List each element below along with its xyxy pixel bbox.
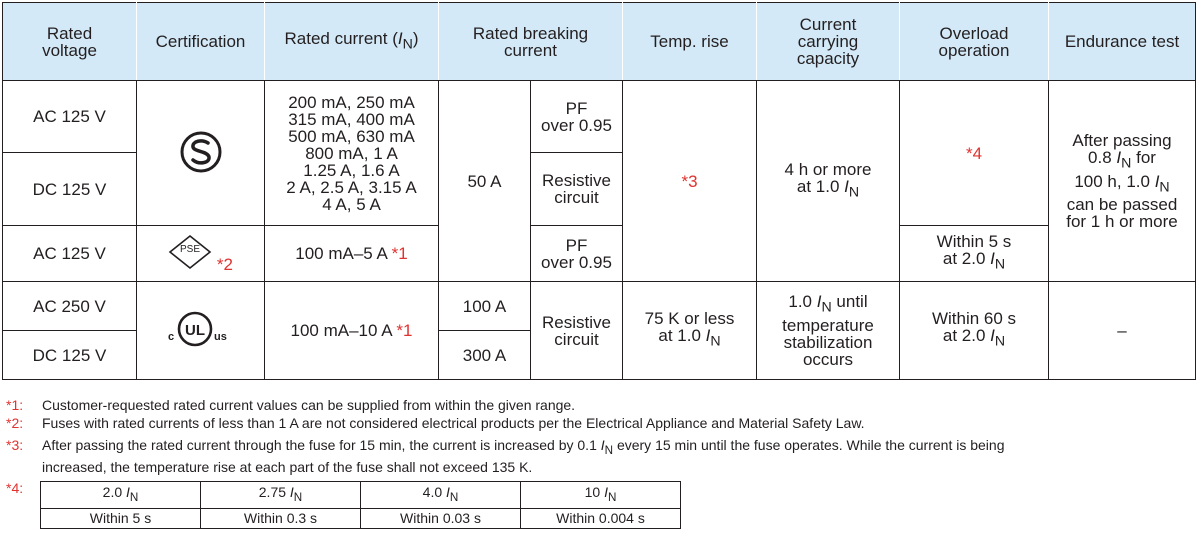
footnote-1: *1: Customer-requested rated current valu… [6,397,576,413]
c-ul-us-icon: c UL us [162,309,240,349]
multiplier-cell: 10 IN [520,481,681,509]
ref-2: *2 [216,255,233,274]
rated-current-list-cell: 200 mA, 250 mA 315 mA, 400 mA 500 mA, 63… [264,80,439,226]
carrying-capacity-ul-cell: 1.0 IN until temperature stabilization o… [756,281,900,380]
endurance-cell: After passing 0.8 IN for 100 h, 1.0 IN c… [1048,80,1196,282]
overload-ref-cell: *4 [899,80,1049,226]
breaking-current-50a-cell: 50 A [438,80,531,282]
header-endurance-test: Endurance test [1048,2,1196,81]
breaking-current-100a-cell: 100 A [438,281,531,331]
voltage-cell: AC 250 V [2,281,137,331]
voltage-cell: AC 125 V [2,225,137,282]
header-rated-voltage: Rated voltage [2,2,137,81]
table-row: DC 125 V 300 A [2,330,1196,380]
ref-1: *1 [396,321,413,340]
ref-3: *3 [681,171,698,191]
voltage-cell: AC 125 V [2,80,137,153]
s-mark-icon [178,129,224,175]
table-row: DC 125 V Resistive circuit [2,152,1196,226]
overload-ul-cell: Within 60 s at 2.0 IN [899,281,1049,380]
ref-4: *4 [965,143,983,163]
voltage-cell: DC 125 V [2,330,137,380]
svg-text:us: us [214,331,227,343]
temp-rise-ref-cell: *3 [622,80,757,282]
time-cell: Within 0.3 s [200,507,361,530]
overload-time-table: 2.0 IN 2.75 IN 4.0 IN 10 IN Within 5 s W… [40,481,681,530]
carrying-capacity-cell: 4 h or more at 1.0 IN [756,80,900,282]
pse-diamond-icon: PSE [168,234,212,270]
pf-cell: PF over 0.95 [530,80,623,153]
pse-letters: PSE [180,244,200,255]
breaking-current-300a-cell: 300 A [438,330,531,380]
footnote-2: *2: Fuses with rated currents of less tha… [6,415,865,431]
time-cell: Within 0.03 s [360,507,521,530]
footnote-4-mark: *4: [6,480,24,496]
ref-1: *1 [391,244,408,263]
overload-time-row: Within 5 s Within 0.3 s Within 0.03 s Wi… [40,507,681,530]
pf-cell: PF over 0.95 [530,225,623,282]
fuse-spec-table: Rated voltage Certification Rated curren… [2,2,1196,380]
table-row: AC 250 V c UL us 100 mA–10 A *1 100 A Re… [2,281,1196,380]
table-row: AC 125 V PSE *2 100 mA–5 A *1 PF over 0.… [2,225,1196,282]
time-cell: Within 5 s [40,507,201,530]
time-cell: Within 0.004 s [520,507,681,530]
header-rated-current: Rated current (IN) [264,2,439,81]
header-certification: Certification [136,2,265,81]
footnote-3-continued: increased, the temperature rise at each … [42,459,533,475]
footnote-3: *3: After passing the rated current throu… [6,437,1005,457]
header-rated-breaking-current: Rated breaking current [438,2,623,81]
overload-multiplier-row: 2.0 IN 2.75 IN 4.0 IN 10 IN [40,481,681,509]
certification-pse-cell: PSE *2 [136,225,265,282]
overload-pse-cell: Within 5 s at 2.0 IN [899,225,1049,282]
temp-rise-ul-cell: 75 K or less at 1.0 IN [622,281,757,380]
multiplier-cell: 4.0 IN [360,481,521,509]
svg-text:c: c [168,331,174,343]
header-temp-rise: Temp. rise [622,2,757,81]
ul-current-cell: 100 mA–10 A *1 [264,281,439,380]
table-row: AC 125 V 200 mA, 250 mA 315 mA, 400 mA 5… [2,80,1196,282]
header-row: Rated voltage Certification Rated curren… [2,2,1196,81]
svg-text:UL: UL [185,322,205,339]
voltage-cell: DC 125 V [2,152,137,226]
resistive-circuit-cell: Resistive circuit [530,152,623,226]
certification-ul-cell: c UL us [136,281,265,380]
multiplier-cell: 2.0 IN [40,481,201,509]
pse-current-cell: 100 mA–5 A *1 [264,225,439,282]
header-current-carrying-capacity: Current carrying capacity [756,2,900,81]
header-overload-operation: Overload operation [899,2,1049,81]
endurance-ul-cell: – [1048,281,1196,380]
certification-s-mark-cell [136,80,265,226]
multiplier-cell: 2.75 IN [200,481,361,509]
resistive-circuit-cell: Resistive circuit [530,281,623,380]
